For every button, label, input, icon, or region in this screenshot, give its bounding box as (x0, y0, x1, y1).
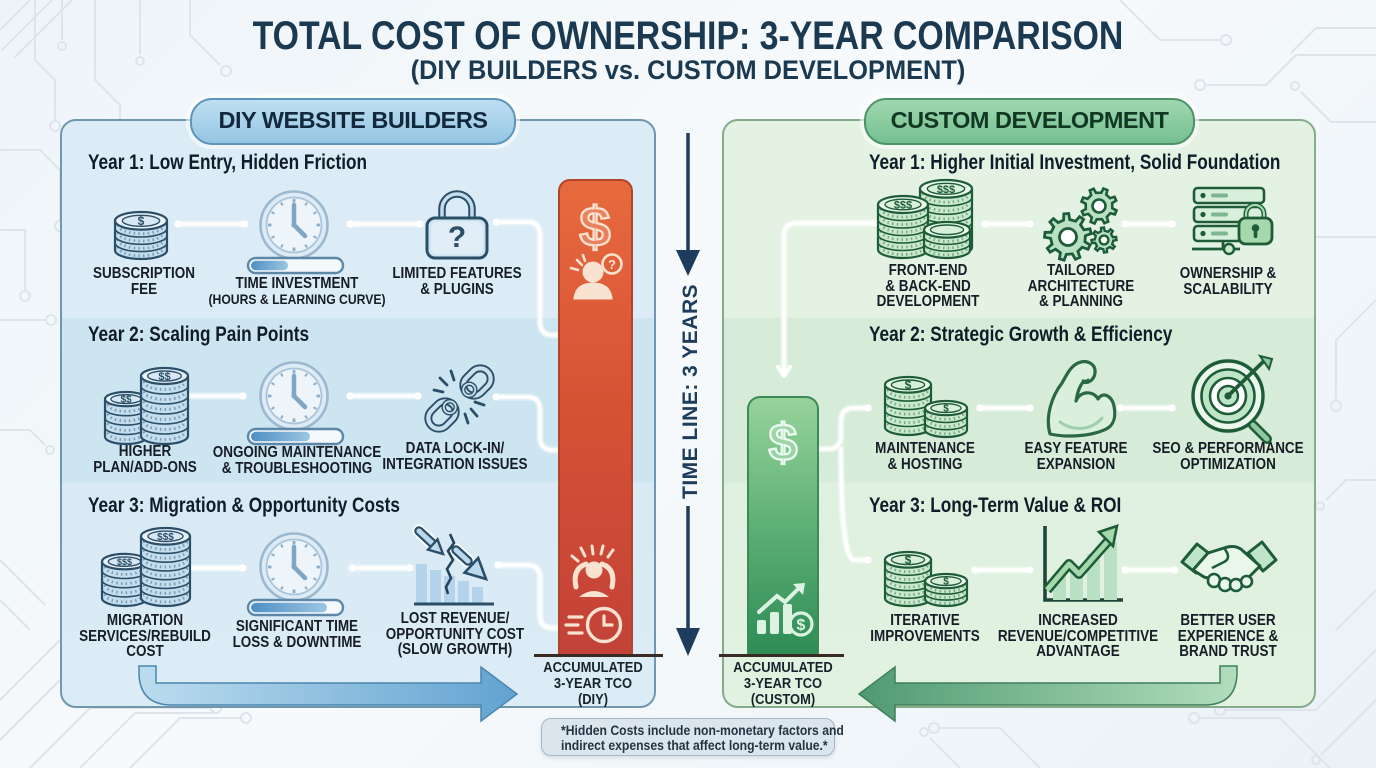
svg-text:$$: $$ (158, 371, 170, 383)
svg-text:$$$: $$$ (937, 184, 955, 196)
svg-text:$: $ (797, 617, 806, 634)
svg-text:$: $ (943, 404, 949, 415)
svg-text:$: $ (138, 214, 145, 228)
svg-text:TIME LINE: 3 YEARS: TIME LINE: 3 YEARS (679, 284, 702, 499)
svg-text:$$$: $$$ (117, 557, 132, 567)
svg-text:$: $ (905, 553, 912, 567)
svg-text:?: ? (448, 221, 466, 254)
svg-text:$: $ (905, 378, 912, 392)
svg-text:$$: $$ (120, 395, 132, 406)
svg-text:?: ? (608, 257, 616, 272)
svg-text:$$$: $$$ (157, 532, 174, 543)
svg-text:$: $ (769, 414, 798, 472)
svg-text:$$$: $$$ (894, 200, 912, 212)
svg-text:$: $ (579, 195, 610, 258)
svg-text:$: $ (943, 577, 949, 588)
